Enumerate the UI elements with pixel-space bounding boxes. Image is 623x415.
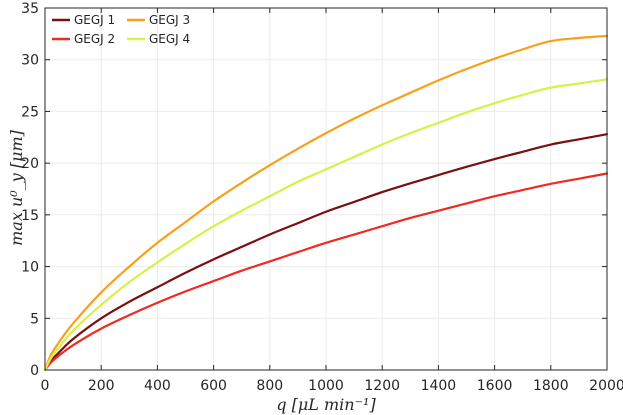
legend-label-gegj-4: GEGJ 4 (149, 32, 190, 46)
x-tick-label: 600 (200, 378, 227, 394)
series-line-gegj-2 (43, 172, 609, 372)
legend-label-gegj-1: GEGJ 1 (74, 13, 115, 27)
x-tick-label: 1400 (421, 378, 457, 394)
y-tick-label: 0 (30, 363, 39, 379)
series-line-gegj-3 (43, 34, 609, 372)
series-lines (43, 34, 609, 372)
x-tick-label: 200 (88, 378, 115, 394)
y-axis-label: max u⁰_y [μm] (7, 129, 26, 245)
x-tick-label: 1600 (477, 378, 513, 394)
y-tick-label: 15 (21, 208, 39, 224)
y-tick-label: 35 (21, 1, 39, 17)
series-line-gegj-4 (43, 78, 609, 372)
x-tick-label: 1800 (533, 378, 569, 394)
x-axis-label: q [μL min⁻¹] (276, 395, 376, 414)
x-tick-label: 2000 (589, 378, 623, 394)
y-tick-label: 25 (21, 104, 39, 120)
x-tick-label: 0 (41, 378, 50, 394)
y-tick-label: 5 (30, 311, 39, 327)
tick-labels: 0 200 400 600 800 1000 1200 1400 1600 1800 2000 0 5 1… (21, 1, 623, 394)
y-tick-label: 30 (21, 53, 39, 69)
legend: GEGJ 1 GEGJ 2 GEGJ 3 GEGJ 4 (52, 13, 190, 46)
legend-label-gegj-2: GEGJ 2 (74, 32, 115, 46)
legend-label-gegj-3: GEGJ 3 (149, 13, 190, 27)
series-line-gegj-1 (43, 133, 609, 372)
y-tick-label: 10 (21, 260, 39, 276)
x-tick-label: 1200 (364, 378, 400, 394)
axes (44, 7, 608, 371)
x-tick-label: 800 (256, 378, 283, 394)
y-tick-label: 20 (21, 156, 39, 172)
x-tick-label: 400 (144, 378, 171, 394)
x-tick-label: 1000 (308, 378, 344, 394)
